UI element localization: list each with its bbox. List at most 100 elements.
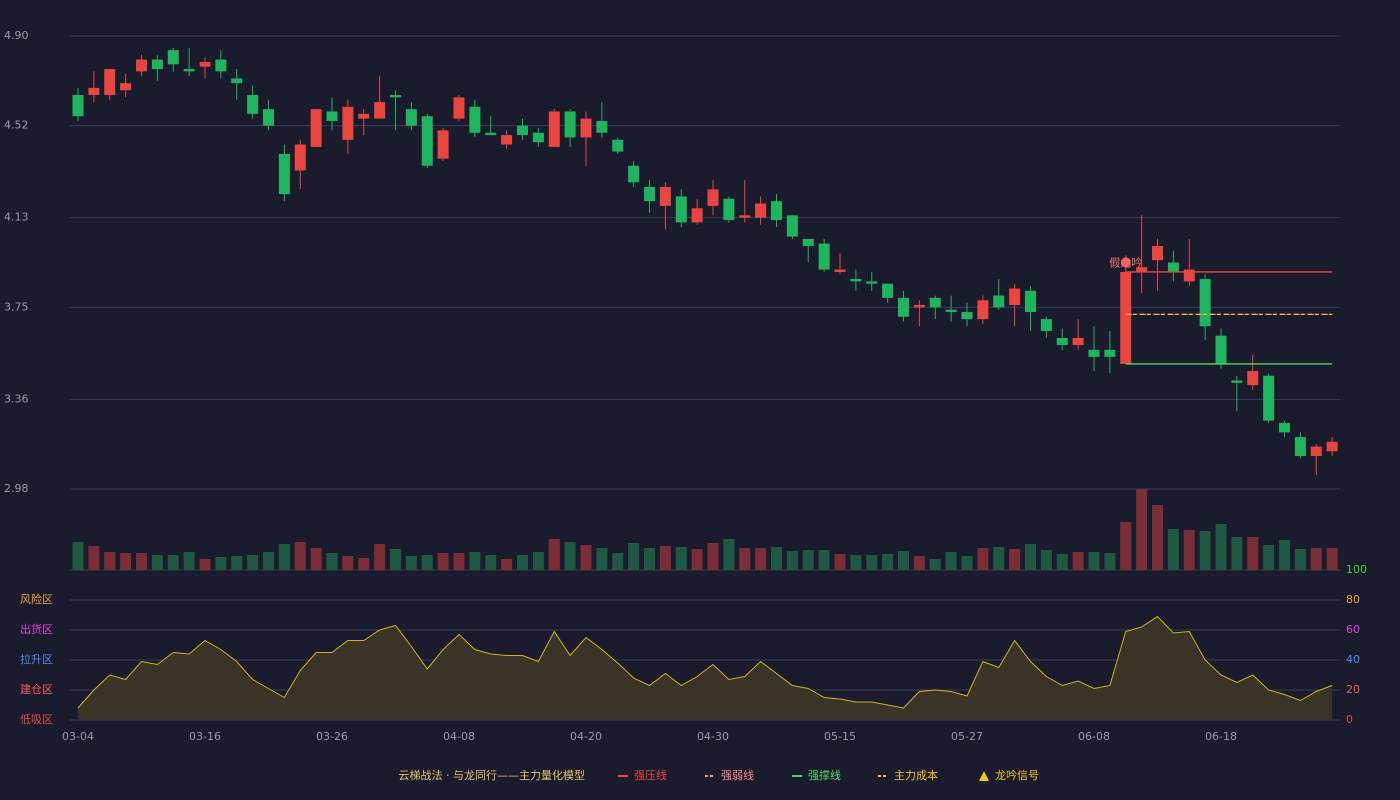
x-tick-label: 04-08 — [443, 730, 475, 743]
volume-bar — [961, 556, 973, 570]
candle-body — [1310, 446, 1322, 456]
candle-body — [612, 139, 624, 152]
volume-bar — [278, 544, 290, 570]
candle-body — [644, 187, 655, 202]
candle-body — [1104, 349, 1116, 357]
candle-body — [1263, 375, 1275, 421]
volume-bar — [739, 548, 751, 570]
candle-body — [596, 120, 608, 133]
candle-body — [818, 243, 830, 270]
volume-bar — [1247, 537, 1259, 570]
x-tick-label: 03-04 — [62, 730, 94, 743]
candle-body — [945, 309, 957, 313]
volume-bar — [1215, 524, 1227, 570]
volume-bar — [1183, 530, 1195, 570]
candle-body — [898, 297, 909, 317]
candle-body — [1072, 338, 1084, 346]
legend-label: 强弱线 — [721, 768, 754, 782]
candle-body — [183, 69, 195, 72]
volume-bar — [167, 555, 179, 570]
candle-body — [548, 111, 560, 147]
candle-body — [1009, 288, 1021, 305]
candle-body — [374, 102, 386, 119]
candle-body — [263, 109, 274, 126]
volume-bar — [834, 554, 846, 570]
indicator-line — [77, 615, 1333, 709]
x-tick-label: 04-20 — [570, 730, 602, 743]
candle-body — [1294, 437, 1306, 456]
zone-label: 出货区 — [20, 622, 53, 636]
volume-bar — [628, 543, 640, 570]
legend-label: 主力成本 — [894, 768, 938, 782]
candle-body — [485, 132, 497, 136]
volume-bar — [898, 551, 909, 570]
volume-bar — [850, 555, 862, 570]
volume-bar — [993, 547, 1005, 570]
volume-bar — [469, 552, 481, 570]
volume-bar — [231, 556, 243, 570]
volume-bar — [675, 547, 687, 570]
candle-body — [1326, 441, 1338, 452]
candle-body — [1215, 335, 1227, 364]
volume-bar — [517, 555, 528, 570]
candle-body — [326, 111, 338, 121]
candle-body — [580, 118, 592, 138]
candle-body — [1199, 279, 1211, 327]
volume-bar — [1120, 522, 1132, 570]
candle-body — [88, 87, 100, 95]
y-tick-label: 0 — [1346, 713, 1353, 726]
candle-body — [1056, 338, 1068, 346]
volume-bar — [691, 549, 703, 570]
volume-bar — [866, 555, 878, 570]
candle-body — [501, 135, 513, 145]
volume-bar — [1009, 549, 1021, 570]
candle-body — [1120, 271, 1132, 364]
volume-bar — [1088, 552, 1100, 570]
volume-bar — [263, 552, 274, 570]
volume-bar — [421, 555, 433, 570]
candle-body — [453, 97, 465, 119]
candle-body — [405, 109, 417, 126]
volume-bar — [564, 542, 576, 570]
candle-body — [628, 165, 640, 183]
volume-bar — [120, 553, 132, 570]
signal-dot — [1120, 257, 1131, 268]
candle-body — [104, 69, 116, 95]
volume-bar — [1104, 553, 1116, 570]
volume-bar — [501, 559, 513, 570]
candle-body — [882, 283, 894, 298]
indicator-area — [78, 616, 1333, 720]
candle-body — [723, 198, 735, 221]
volume-bar — [723, 539, 735, 570]
volume-bar — [707, 543, 719, 570]
candle-body — [1136, 267, 1148, 272]
legend-title: 云梯战法 · 与龙同行——主力量化模型 — [399, 768, 586, 782]
volume-bar — [913, 556, 925, 570]
candle-body — [517, 125, 528, 136]
volume-bar — [802, 550, 814, 570]
candle-body — [659, 187, 671, 206]
candle-body — [310, 109, 322, 147]
y-tick-label: 20 — [1346, 683, 1360, 696]
volume-bar — [644, 548, 655, 570]
y-tick-label: 100 — [1346, 563, 1367, 576]
x-tick-label: 04-30 — [697, 730, 729, 743]
candle-body — [120, 83, 132, 91]
volume-bar — [437, 553, 449, 570]
y-tick-label: 3.36 — [4, 392, 29, 405]
volume-bar — [326, 553, 338, 570]
candle-body — [247, 94, 259, 114]
candle-body — [866, 281, 878, 284]
volume-bar — [1279, 540, 1290, 570]
volume-bar — [977, 548, 989, 570]
candle-body — [136, 59, 147, 72]
volume-bar — [659, 546, 671, 570]
y-tick-label: 2.98 — [4, 482, 29, 495]
zone-label: 低吸区 — [20, 713, 53, 726]
y-tick-label: 4.13 — [4, 211, 29, 224]
volume-bar — [882, 554, 894, 570]
volume-bar — [88, 546, 100, 570]
volume-bar — [199, 559, 211, 570]
